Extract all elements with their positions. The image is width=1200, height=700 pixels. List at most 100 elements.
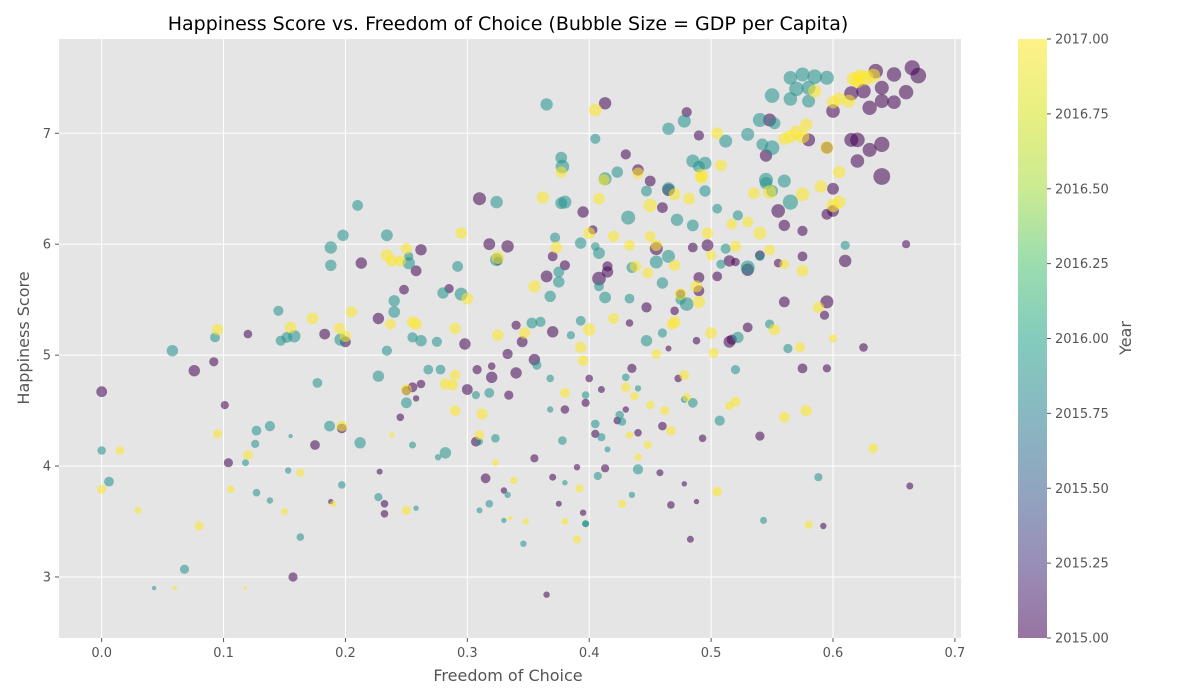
- bubble-2017: [705, 327, 717, 339]
- bubble-2017: [742, 216, 754, 228]
- x-tick-label: 0.6: [823, 646, 844, 661]
- bubble-2017: [779, 259, 790, 270]
- bubble-2017: [683, 192, 696, 205]
- bubble-2017: [634, 453, 642, 462]
- bubble-2016: [251, 425, 262, 436]
- bubble-2017: [243, 586, 248, 590]
- bubble-2015: [692, 336, 701, 345]
- bubble-2017: [380, 249, 394, 262]
- bubble-2016: [582, 520, 590, 528]
- bubble-2017: [629, 260, 642, 273]
- bubble-2015: [658, 421, 667, 431]
- bubble-2015: [209, 357, 219, 367]
- bubble-2015: [486, 371, 498, 383]
- bubble-2016: [372, 370, 385, 382]
- bubble-2015: [827, 182, 839, 195]
- colorbar-label: Year: [1116, 321, 1135, 356]
- bubble-2016: [755, 251, 765, 261]
- bubble-2016: [677, 114, 691, 128]
- bubble-2017: [406, 316, 419, 328]
- bubble-2015: [540, 270, 553, 283]
- bubble-2016: [555, 197, 568, 210]
- bubble-2017: [747, 187, 760, 200]
- bubble-2017: [650, 239, 662, 251]
- colorbar-tick-label: 2016.50: [1055, 182, 1109, 197]
- bubble-2015: [319, 328, 331, 340]
- bubble-2016: [354, 437, 366, 449]
- bubble-2016: [325, 259, 337, 271]
- colorbar-tick-label: 2017.00: [1055, 33, 1109, 48]
- bubble-2016: [615, 410, 624, 420]
- bubble-2017: [820, 141, 834, 155]
- bubble-2017: [536, 191, 550, 204]
- bubble-2015: [516, 336, 528, 348]
- bubble-2016: [423, 364, 434, 375]
- bubble-2016: [720, 243, 731, 254]
- bubble-2017: [660, 406, 670, 416]
- bubble-2016: [388, 295, 400, 307]
- bubble-2017: [768, 323, 781, 336]
- bubble-2016: [741, 127, 755, 141]
- bubble-2017: [651, 349, 662, 359]
- bubble-2015: [380, 500, 389, 508]
- bubble-2015: [819, 310, 830, 320]
- bubble-2016: [520, 540, 527, 547]
- bubble-2016: [312, 378, 323, 388]
- bubble-2016: [553, 266, 565, 278]
- y-tick-label: 5: [43, 349, 51, 364]
- bubble-2015: [821, 208, 833, 220]
- bubble-2015: [910, 67, 927, 84]
- bubble-2015: [585, 374, 593, 383]
- y-tick-label: 4: [43, 460, 51, 475]
- x-axis: 0.0 0.1 0.2 0.3 0.4 0.5 0.6 0.7: [91, 638, 965, 661]
- bubble-2016: [656, 277, 669, 289]
- bubble-2017: [284, 321, 297, 334]
- bubble-2015: [510, 367, 522, 379]
- bubble-2017: [726, 218, 738, 230]
- bubble-2015: [376, 468, 383, 475]
- bubble-2016: [476, 507, 483, 514]
- bubble-2016: [151, 585, 157, 591]
- bubble-2017: [643, 440, 652, 450]
- bubble-2016: [634, 385, 642, 392]
- plot-background: [59, 39, 961, 638]
- bubble-2015: [698, 434, 707, 443]
- bubble-2017: [795, 342, 806, 353]
- bubble-2015: [634, 429, 642, 437]
- bubble-2017: [243, 450, 253, 460]
- bubble-2016: [381, 229, 393, 242]
- bubble-2017: [828, 334, 838, 343]
- bubble-2016: [546, 374, 554, 383]
- colorbar-tick-label: 2015.50: [1055, 482, 1109, 497]
- x-tick-label: 0.0: [91, 646, 112, 661]
- bubble-2016: [819, 70, 834, 85]
- bubble-2015: [416, 379, 426, 389]
- bubble-2017: [561, 518, 569, 525]
- bubble-2015: [670, 306, 679, 316]
- bubble-2017: [866, 68, 881, 83]
- bubble-2016: [802, 94, 816, 108]
- bubble-2015: [602, 261, 613, 272]
- bubble-2017: [583, 323, 596, 336]
- bubble-2015: [701, 239, 714, 252]
- chart-title: Happiness Score vs. Freedom of Choice (B…: [168, 13, 849, 35]
- bubble-2017: [674, 288, 687, 300]
- bubble-2016: [591, 242, 600, 251]
- bubble-2017: [455, 227, 468, 240]
- bubble-2016: [409, 441, 416, 449]
- bubble-2017: [666, 425, 676, 436]
- bubble-2016: [752, 113, 767, 127]
- bubble-2017: [339, 330, 352, 342]
- bubble-2015: [902, 240, 911, 249]
- bubble-2017: [577, 355, 589, 367]
- bubble-2016: [732, 210, 744, 221]
- bubble-2017: [832, 165, 846, 179]
- bubble-2015: [243, 329, 253, 339]
- bubble-2017: [692, 295, 706, 309]
- bubble-2015: [898, 85, 914, 100]
- bubble-2015: [874, 80, 889, 95]
- bubble-2017: [575, 484, 584, 493]
- bubble-2016: [413, 505, 419, 511]
- bubble-2017: [583, 227, 596, 240]
- bubble-2015: [657, 202, 668, 214]
